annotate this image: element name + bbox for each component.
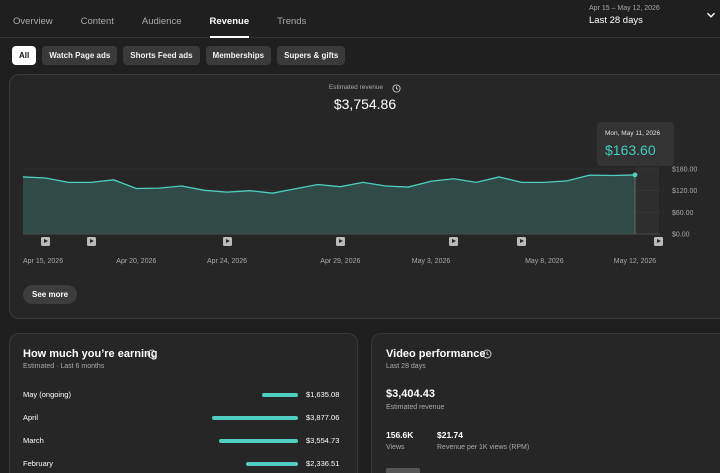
earnings-row-bar xyxy=(246,462,298,466)
earnings-row-value: $1,635.08 xyxy=(306,390,340,399)
earnings-row-bar xyxy=(212,416,298,420)
earnings-row-bar xyxy=(218,439,298,443)
earnings-row-value: $3,877.06 xyxy=(306,413,340,422)
date-range-dates: Apr 15 – May 12, 2026 xyxy=(589,5,660,12)
play-icon[interactable] xyxy=(86,237,96,246)
date-range-label: Last 28 days xyxy=(589,15,643,26)
tooltip-date: Mon, May 11, 2026 xyxy=(605,130,661,137)
clock-icon[interactable] xyxy=(482,349,492,359)
chip-all[interactable]: All xyxy=(12,46,37,65)
tooltip-value: $163.60 xyxy=(605,142,656,158)
video-revenue-label: Estimated revenue xyxy=(386,404,445,411)
play-icon[interactable] xyxy=(41,237,51,246)
chip-supers-gifts[interactable]: Supers & gifts xyxy=(277,46,346,65)
earnings-row-label: April xyxy=(23,413,39,422)
play-icon[interactable] xyxy=(517,237,527,246)
video-thumbnail[interactable] xyxy=(386,468,420,473)
date-range-selector[interactable]: Apr 15 – May 12, 2026 Last 28 days xyxy=(589,4,660,28)
views-value: 156.6K xyxy=(386,430,414,440)
clock-icon[interactable] xyxy=(392,84,401,93)
rpm-label: Revenue per 1K views (RPM) xyxy=(437,444,530,451)
earnings-subtitle: Estimated · Last 6 months xyxy=(23,363,105,370)
estimated-revenue-value: $3,754.86 xyxy=(333,96,397,112)
tab-overview[interactable]: Overview xyxy=(13,16,53,27)
tab-content[interactable]: Content xyxy=(80,16,114,27)
top-navigation: Overview Content Audience Revenue Trends… xyxy=(0,0,720,38)
play-icon[interactable] xyxy=(222,237,232,246)
chip-watch-page-ads[interactable]: Watch Page ads xyxy=(42,46,118,65)
clock-icon[interactable] xyxy=(147,349,157,359)
analytics-tabs: Overview Content Audience Revenue Trends xyxy=(13,0,334,38)
video-revenue-value: $3,404.43 xyxy=(386,388,435,400)
earnings-card xyxy=(9,333,358,473)
earnings-row-label: February xyxy=(23,459,54,468)
revenue-filter-chips: All Watch Page ads Shorts Feed ads Membe… xyxy=(12,46,351,65)
play-icon[interactable] xyxy=(449,237,459,246)
tab-revenue[interactable]: Revenue xyxy=(209,0,249,38)
estimated-revenue-label: Estimated revenue xyxy=(328,84,384,91)
earnings-title: How much you’re earning xyxy=(23,348,158,360)
rpm-value: $21.74 xyxy=(437,430,463,440)
play-icon[interactable] xyxy=(653,237,663,246)
video-performance-title: Video performance xyxy=(386,348,486,360)
chip-memberships[interactable]: Memberships xyxy=(205,46,272,65)
see-more-button[interactable]: See more xyxy=(23,285,78,304)
video-performance-card xyxy=(371,333,720,473)
chip-shorts-feed-ads[interactable]: Shorts Feed ads xyxy=(123,46,200,65)
tab-audience[interactable]: Audience xyxy=(141,16,182,27)
earnings-row-value: $2,336.51 xyxy=(306,459,340,468)
tab-trends[interactable]: Trends xyxy=(277,16,307,27)
views-label: Views xyxy=(386,444,405,451)
video-performance-subtitle: Last 28 days xyxy=(386,363,426,370)
earnings-row-label: March xyxy=(23,436,44,445)
chart-tooltip: Mon, May 11, 2026 $163.60 xyxy=(597,122,674,166)
earnings-row-value: $3,554.73 xyxy=(306,436,340,445)
earnings-row-label: May (ongoing) xyxy=(23,390,71,399)
earnings-row-bar xyxy=(261,393,298,397)
play-icon[interactable] xyxy=(335,237,345,246)
chevron-down-icon[interactable] xyxy=(706,10,716,20)
